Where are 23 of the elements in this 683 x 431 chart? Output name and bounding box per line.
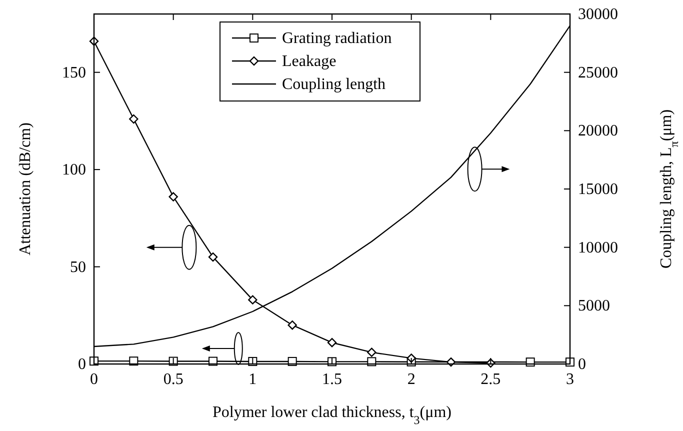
x-tick-label: 1 xyxy=(248,371,257,388)
legend-label: Coupling length xyxy=(282,76,386,93)
x-tick-label: 0.5 xyxy=(163,371,184,388)
x-tick-label: 1.5 xyxy=(322,371,342,388)
x-axis-title: Polymer lower clad thickness, t$_{3}$(μm) xyxy=(212,404,452,427)
legend-label: Grating radiation xyxy=(282,30,392,47)
y2-tick-label: 10000 xyxy=(578,239,618,256)
x-tick-label: 2 xyxy=(407,371,416,388)
y2-tick-label: 5000 xyxy=(578,298,610,315)
y2-tick-label: 20000 xyxy=(578,122,618,140)
y-axis-title: Attenuation (dB/cm) xyxy=(17,122,34,256)
y-tick-label: 100 xyxy=(62,162,86,179)
y2-tick-label: 25000 xyxy=(578,64,618,82)
y2-tick-label: 15000 xyxy=(578,181,618,198)
y-tick-label: 50 xyxy=(70,258,86,276)
y-tick-label: 0 xyxy=(78,356,86,373)
legend-label: Leakage xyxy=(282,53,336,70)
y-tick-label: 150 xyxy=(62,64,86,82)
x-tick-label: 2.5 xyxy=(480,371,501,388)
x-tick-label: 3 xyxy=(566,371,574,388)
y2-tick-label: 30000 xyxy=(578,6,618,23)
x-tick-label: 0 xyxy=(90,371,98,388)
y2-tick-label: 0 xyxy=(578,356,586,373)
